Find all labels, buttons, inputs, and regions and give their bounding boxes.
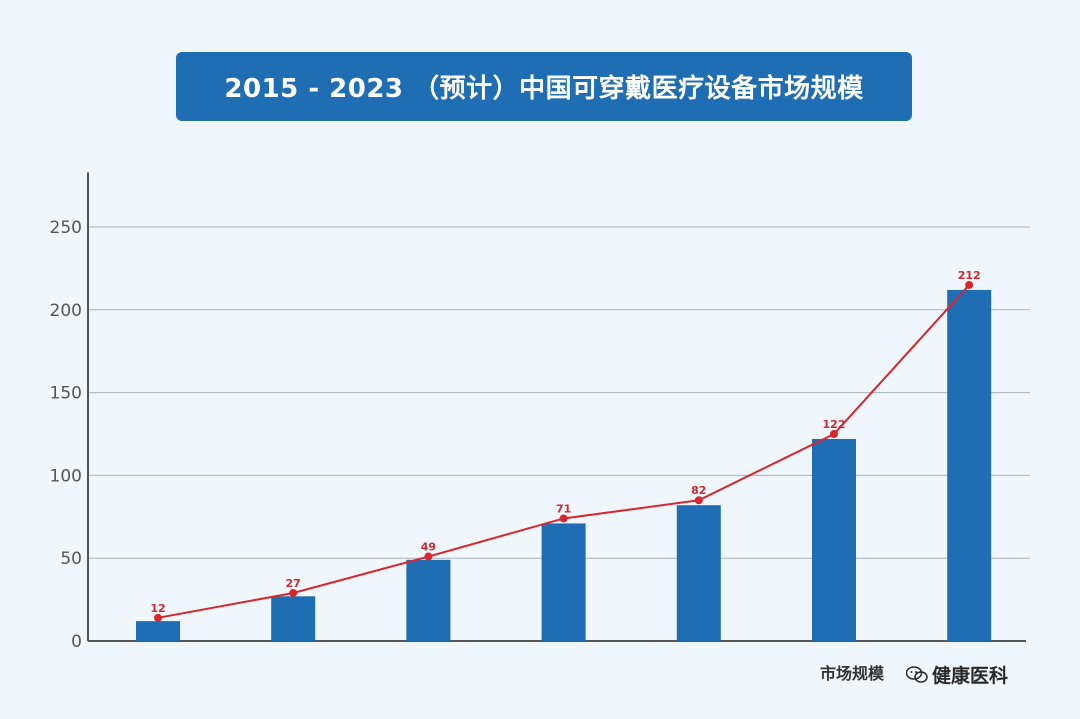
- data-label: 12: [150, 602, 165, 615]
- watermark-text: 健康医科: [932, 665, 1009, 687]
- data-label: 27: [286, 577, 301, 590]
- line-point: [289, 588, 298, 597]
- bar: [271, 596, 316, 641]
- data-label: 71: [556, 502, 571, 515]
- wechat-icon: [905, 665, 928, 684]
- chart-title: 2015 - 2023 （预计）中国可穿戴医疗设备市场规模: [224, 74, 864, 104]
- title-banner: 2015 - 2023 （预计）中国可穿戴医疗设备市场规模: [176, 52, 912, 121]
- y-tick-label: 100: [50, 466, 82, 486]
- line-point: [830, 430, 838, 438]
- watermark: 健康医科: [905, 661, 1009, 688]
- line-point: [154, 613, 162, 622]
- bar: [947, 289, 992, 641]
- line-point: [694, 496, 703, 505]
- y-tick-label: 50: [60, 549, 82, 569]
- line-point: [424, 552, 433, 561]
- data-label: 122: [823, 418, 846, 431]
- line-point: [965, 280, 974, 289]
- y-tick-label: 200: [50, 301, 82, 321]
- data-label: 82: [691, 484, 706, 497]
- y-tick-label: 0: [71, 632, 82, 652]
- y-tick-label: 150: [50, 384, 82, 404]
- bar: [812, 438, 856, 641]
- bar: [406, 559, 451, 641]
- bar: [136, 621, 180, 641]
- line-point: [559, 514, 568, 523]
- y-tick-label: 250: [50, 218, 82, 238]
- data-label: 212: [958, 269, 981, 282]
- data-label: 49: [421, 541, 436, 554]
- legend-label: 市场规模: [820, 664, 885, 683]
- bar: [541, 523, 586, 641]
- bar: [676, 505, 721, 641]
